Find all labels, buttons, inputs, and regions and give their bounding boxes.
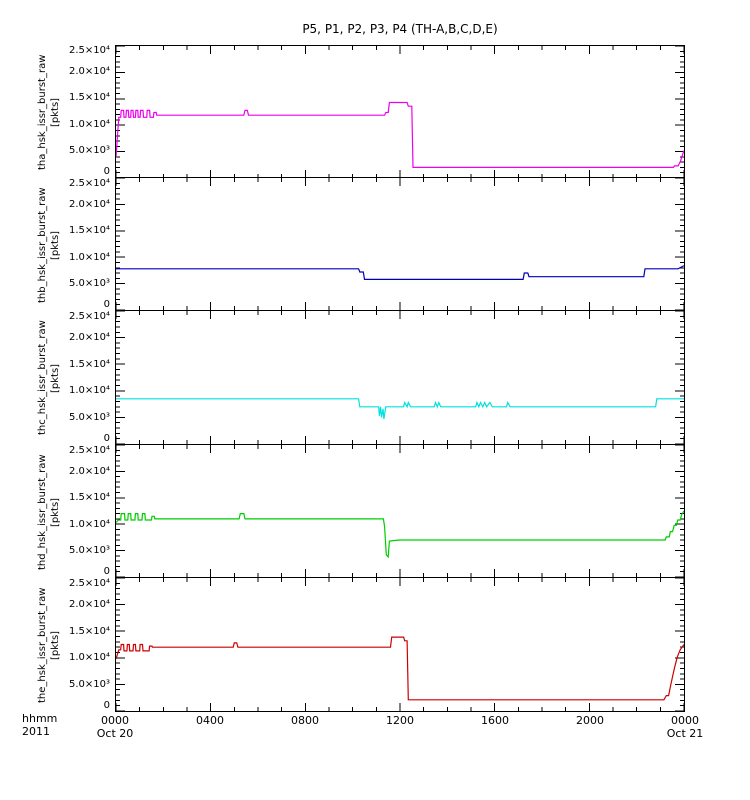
- y-axis-label-the_hsk_issr_burst_raw: the_hsk_issr_burst_raw [pkts]: [36, 575, 62, 715]
- y-tick-label: 0: [103, 299, 110, 310]
- y-tick-label: 2.0×10⁴: [68, 198, 110, 210]
- y-tick-label: 0: [103, 700, 110, 711]
- y-tick-label: 1.5×10⁴: [68, 625, 110, 637]
- y-axis-label-unit: [pkts]: [50, 630, 61, 660]
- data-line-the_hsk_issr_burst_raw: [116, 636, 684, 701]
- x-tick-label: 0400: [196, 714, 224, 727]
- y-tick-label: 2.0×10⁴: [68, 465, 110, 477]
- y-tick-label: 1.0×10⁴: [68, 518, 110, 530]
- y-tick-label: 2.5×10⁴: [68, 178, 110, 189]
- data-line-thc_hsk_issr_burst_raw: [116, 398, 684, 420]
- panel-plot-area: [116, 46, 684, 178]
- y-axis-label-unit: [pkts]: [50, 229, 61, 260]
- y-axis-label-name: thd_hsk_issr_burst_raw: [37, 453, 48, 570]
- y-tick-label: 2.0×10⁴: [68, 65, 110, 77]
- y-tick-label: 1.0×10⁴: [68, 251, 110, 263]
- x-axis-year-label: 2011: [22, 725, 50, 738]
- axis-ticks: [116, 445, 684, 577]
- plot-title: P5, P1, P2, P3, P4 (TH-A,B,C,D,E): [302, 22, 498, 36]
- y-tick-label: 2.0×10⁴: [68, 331, 110, 343]
- data-line-thb_hsk_issr_burst_raw: [116, 265, 684, 281]
- y-tick-label: 1.0×10⁴: [68, 118, 110, 130]
- y-axis-label-unit: [pkts]: [50, 496, 61, 527]
- y-tick-label: 1.5×10⁴: [68, 358, 110, 370]
- y-tick-label: 5.0×10³: [68, 679, 110, 691]
- y-axis-label-unit: [pkts]: [50, 363, 61, 393]
- y-axis-label-thd_hsk_issr_burst_raw: thd_hsk_issr_burst_raw [pkts]: [36, 442, 62, 582]
- y-tick-label: 2.5×10⁴: [68, 578, 110, 589]
- y-tick-label: 2.5×10⁴: [68, 311, 110, 322]
- x-tick-label: 0000: [671, 714, 699, 727]
- y-axis-label-name: thc_hsk_issr_burst_raw: [37, 320, 48, 436]
- y-tick-label: 1.5×10⁴: [68, 225, 110, 237]
- axis-ticks: [116, 178, 684, 310]
- y-axis-label-name: tha_hsk_issr_burst_raw: [37, 53, 48, 170]
- y-tick-label: 1.0×10⁴: [68, 385, 110, 397]
- y-tick-label: 1.5×10⁴: [68, 92, 110, 104]
- panel-thc_hsk_issr_burst_raw: [115, 311, 685, 445]
- panel-plot-area: [116, 445, 684, 577]
- panel-thd_hsk_issr_burst_raw: [115, 445, 685, 578]
- y-axis-label-thc_hsk_issr_burst_raw: thc_hsk_issr_burst_raw [pkts]: [36, 308, 62, 448]
- data-line-thd_hsk_issr_burst_raw: [116, 510, 684, 559]
- y-tick-label: 1.5×10⁴: [68, 492, 110, 504]
- y-axis-label-name: the_hsk_issr_burst_raw: [37, 587, 48, 703]
- x-tick-label: 0800: [291, 714, 319, 727]
- x-tick-label: 0000: [101, 714, 129, 727]
- x-axis-start-date: Oct 20: [96, 727, 134, 740]
- y-tick-label: 2.5×10⁴: [68, 45, 110, 56]
- y-axis-label-tha_hsk_issr_burst_raw: tha_hsk_issr_burst_raw [pkts]: [36, 42, 62, 182]
- y-tick-label: 0: [103, 566, 110, 577]
- data-line-tha_hsk_issr_burst_raw: [116, 101, 684, 169]
- y-tick-label: 5.0×10³: [68, 545, 110, 557]
- axis-ticks: [116, 311, 684, 444]
- y-tick-label: 1.0×10⁴: [68, 652, 110, 664]
- x-tick-label: 2000: [576, 714, 604, 727]
- x-tick-label: 1200: [386, 714, 414, 727]
- panel-plot-area: [116, 578, 684, 711]
- y-tick-label: 5.0×10³: [68, 412, 110, 424]
- panel-thb_hsk_issr_burst_raw: [115, 178, 685, 311]
- axis-ticks: [116, 578, 684, 711]
- x-axis-time-format-label: hhmm: [22, 712, 58, 725]
- y-tick-label: 2.5×10⁴: [68, 445, 110, 456]
- x-axis-end-date: Oct 21: [666, 727, 704, 740]
- panel-the_hsk_issr_burst_raw: [115, 578, 685, 712]
- panel-tha_hsk_issr_burst_raw: [115, 45, 685, 178]
- axis-ticks: [116, 46, 684, 178]
- y-axis-label-unit: [pkts]: [50, 96, 61, 127]
- y-tick-label: 0: [103, 433, 110, 444]
- x-tick-label: 1600: [481, 714, 509, 727]
- y-tick-label: 2.0×10⁴: [68, 598, 110, 610]
- panel-plot-area: [116, 178, 684, 310]
- panel-plot-area: [116, 311, 684, 444]
- y-tick-label: 0: [103, 166, 110, 177]
- y-tick-label: 5.0×10³: [68, 145, 110, 157]
- y-axis-label-thb_hsk_issr_burst_raw: thb_hsk_issr_burst_raw [pkts]: [36, 175, 62, 315]
- y-tick-label: 5.0×10³: [68, 278, 110, 290]
- y-axis-label-name: thb_hsk_issr_burst_raw: [37, 186, 48, 303]
